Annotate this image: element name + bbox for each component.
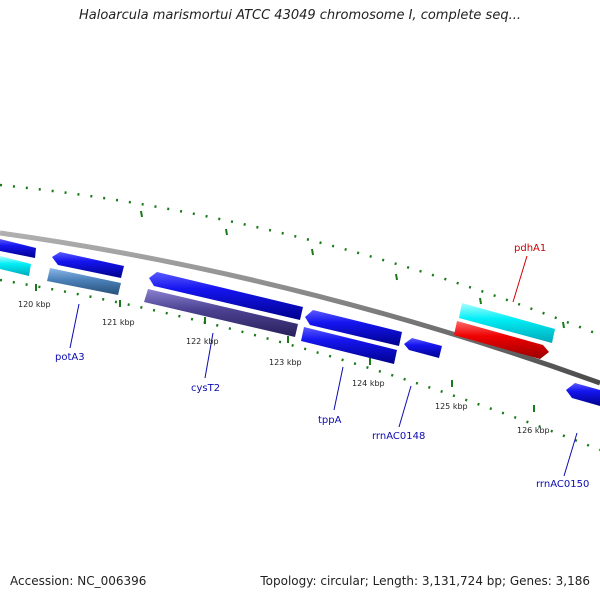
leader-line-tppA <box>333 366 344 411</box>
leader-line-potA3 <box>69 303 80 349</box>
map-title: Haloarcula marismortui ATCC 43049 chromo… <box>79 8 521 23</box>
cds-feature[interactable] <box>454 321 549 359</box>
gene-features <box>0 239 600 406</box>
gene-label-potA3[interactable]: potA3 <box>55 352 85 363</box>
topology-text: Topology: circular; Length: 3,131,724 bp… <box>260 574 590 588</box>
cds-feature[interactable] <box>301 327 397 364</box>
cds-feature[interactable] <box>144 289 298 337</box>
tick-label-120: 120 kbp <box>18 300 51 309</box>
cds-feature[interactable] <box>0 256 31 276</box>
cds-feature[interactable] <box>305 310 402 346</box>
gene-label-rrnAC0148[interactable]: rrnAC0148 <box>372 431 425 442</box>
tick-label-124: 124 kbp <box>352 379 385 388</box>
leader-line-rrnAC0148 <box>398 385 412 428</box>
outer-dotted-arc <box>0 183 600 337</box>
cds-feature[interactable] <box>404 338 442 358</box>
backbone-arc <box>0 230 600 386</box>
cds-feature[interactable] <box>0 239 36 258</box>
tick-label-123: 123 kbp <box>269 358 302 367</box>
cds-feature[interactable] <box>459 303 555 343</box>
cds-feature[interactable] <box>566 383 600 406</box>
tick-label-121: 121 kbp <box>102 318 135 327</box>
gene-label-pdhA1[interactable]: pdhA1 <box>514 243 546 254</box>
cds-feature[interactable] <box>47 268 121 295</box>
cds-feature[interactable] <box>52 252 124 278</box>
leader-line-cysT2 <box>204 332 214 379</box>
tick-label-122: 122 kbp <box>186 337 219 346</box>
leader-line-pdhA1 <box>512 255 528 303</box>
tick-label-125: 125 kbp <box>435 402 468 411</box>
gene-label-rrnAC0150[interactable]: rrnAC0150 <box>536 479 589 490</box>
gene-label-cysT2[interactable]: cysT2 <box>191 383 220 394</box>
cds-feature[interactable] <box>149 272 303 320</box>
leader-line-rrnAC0150 <box>563 432 578 477</box>
gene-label-tppA[interactable]: tppA <box>318 415 342 426</box>
scale-labels: 120 kbp 121 kbp 122 kbp 123 kbp 124 kbp … <box>18 300 550 435</box>
tick-label-126: 126 kbp <box>517 426 550 435</box>
inner-dotted-arc <box>0 278 600 452</box>
accession-text: Accession: NC_006396 <box>10 574 147 588</box>
